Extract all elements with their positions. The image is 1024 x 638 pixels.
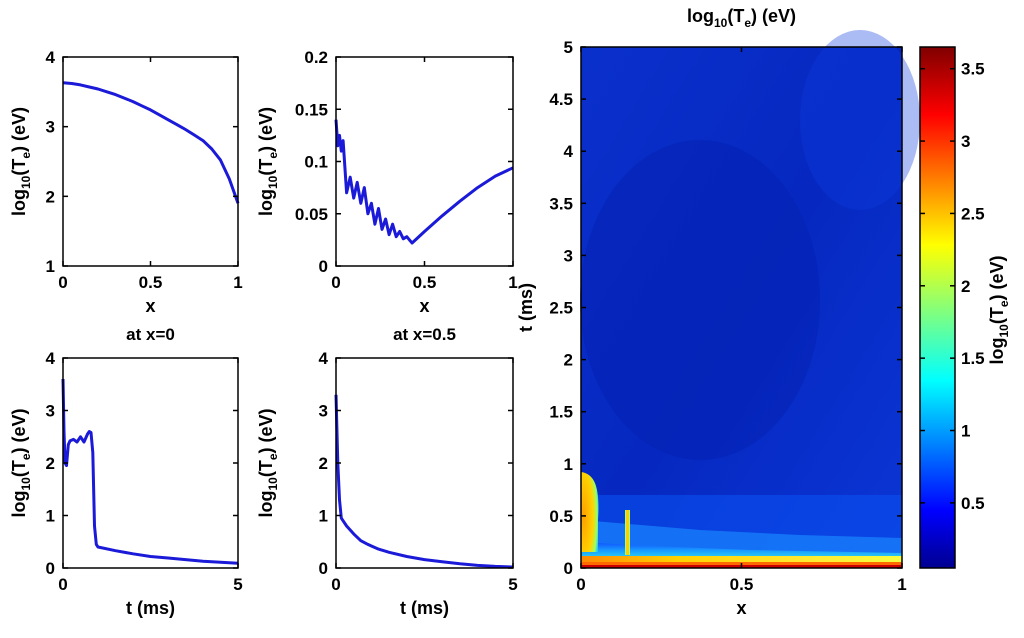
heatmap-title: log10(Te) (eV) <box>687 6 796 30</box>
colorbar-label: log10(Te) (eV) <box>987 255 1011 364</box>
plot-te-profile-top-middle: x log10(Te) (eV) 0 0.5 1 0 0.05 0.1 0.15 0.2 <box>256 48 518 316</box>
x-tick-label: 0 <box>331 575 340 594</box>
ylabel: log10(Te) (eV) <box>9 107 33 216</box>
colorbar-tick-label: 2 <box>961 277 970 296</box>
x-tick-label: 1 <box>233 273 242 292</box>
y-tick-label: 1.5 <box>549 403 573 422</box>
x-tick-label: 1 <box>897 575 906 594</box>
heatmap-te-x-t: log10(Te) (eV) x t (ms) 0 0.5 1 0 0.5 1 1.5 2 2.… <box>516 6 920 618</box>
y-tick-label: 5 <box>564 38 573 57</box>
ylabel: log10(Te) (eV) <box>9 408 33 517</box>
y-tick-label: 4 <box>319 349 329 368</box>
heatmap-image <box>580 30 920 568</box>
y-tick-label: 0 <box>46 559 55 578</box>
colorbar-tick-label: 2.5 <box>961 204 985 223</box>
colorbar-tick-label: 0.5 <box>961 494 985 513</box>
y-tick-label: 1 <box>319 507 328 526</box>
y-tick-label: 2.5 <box>549 299 573 318</box>
xlabel: x <box>736 598 746 618</box>
y-tick-label: 4 <box>46 349 56 368</box>
y-tick-label: 4 <box>46 48 56 67</box>
y-tick-label: 2 <box>564 351 573 370</box>
xlabel: x <box>145 296 155 316</box>
axes-frame <box>335 357 514 569</box>
ylabel: t (ms) <box>516 283 536 332</box>
y-tick-label: 3 <box>46 118 55 137</box>
y-tick-label: 0.15 <box>295 100 328 119</box>
x-tick-label: 0 <box>58 273 67 292</box>
xlabel: t (ms) <box>126 598 175 618</box>
axes-frame <box>335 56 514 267</box>
plot-title: at x=0.5 <box>393 325 456 344</box>
x-tick-label: 5 <box>508 575 517 594</box>
axes-frame <box>62 357 239 569</box>
y-tick-label: 4 <box>564 142 574 161</box>
y-tick-label: 1 <box>564 455 573 474</box>
colorbar: log10(Te) (eV) 0.5 1 1.5 2 2.5 3 3.5 <box>919 46 1011 569</box>
y-tick-label: 0 <box>319 559 328 578</box>
xlabel: x <box>419 296 429 316</box>
plot-te-time-x0: at x=0 t (ms) log10(Te) (eV) 0 5 0 1 2 3 4 <box>9 325 243 618</box>
x-tick-label: 0.5 <box>413 273 437 292</box>
y-tick-label: 2 <box>46 187 55 206</box>
y-tick-label: 3 <box>564 246 573 265</box>
plot-te-profile-top-left: x log10(Te) (eV) 0 0.5 1 1 2 3 4 <box>9 48 243 316</box>
colorbar-tick-label: 3 <box>961 132 970 151</box>
y-tick-label: 0.1 <box>304 153 328 172</box>
x-tick-label: 5 <box>233 575 242 594</box>
y-tick-label: 0 <box>564 559 573 578</box>
y-tick-label: 3 <box>46 402 55 421</box>
curve-te-time-x0 <box>61 378 239 565</box>
plot-title: at x=0 <box>126 325 175 344</box>
y-tick-label: 0.2 <box>304 48 328 67</box>
y-tick-label: 0 <box>319 257 328 276</box>
x-tick-label: 0 <box>331 273 340 292</box>
y-tick-label: 1 <box>46 507 55 526</box>
colorbar-tick-label: 1.5 <box>961 349 985 368</box>
x-tick-label: 1 <box>508 273 517 292</box>
y-tick-label: 2 <box>46 454 55 473</box>
colorbar-tick-label: 3.5 <box>961 60 985 79</box>
y-tick-label: 2 <box>319 454 328 473</box>
x-tick-label: 0 <box>58 575 67 594</box>
colorbar-gradient <box>920 47 955 568</box>
y-tick-label: 3.5 <box>549 194 573 213</box>
x-tick-label: 0.5 <box>730 575 754 594</box>
curve-te-profile-2 <box>334 119 514 245</box>
curve-te-time-x05 <box>334 394 514 569</box>
y-tick-label: 3 <box>319 402 328 421</box>
y-tick-label: 4.5 <box>549 90 573 109</box>
ylabel: log10(Te) (eV) <box>256 408 280 517</box>
plot-te-time-x05: at x=0.5 t (ms) log10(Te) (eV) 0 5 0 1 2 3 4 <box>256 325 518 618</box>
ylabel: log10(Te) (eV) <box>256 107 280 216</box>
colorbar-frame <box>919 46 956 569</box>
xlabel: t (ms) <box>400 598 449 618</box>
y-tick-label: 0.05 <box>295 205 328 224</box>
y-tick-label: 1 <box>46 257 55 276</box>
curve-te-profile-1 <box>62 81 240 204</box>
x-tick-label: 0 <box>576 575 585 594</box>
x-tick-label: 0.5 <box>139 273 163 292</box>
colorbar-tick-label: 1 <box>961 422 970 441</box>
y-tick-label: 0.5 <box>549 507 573 526</box>
